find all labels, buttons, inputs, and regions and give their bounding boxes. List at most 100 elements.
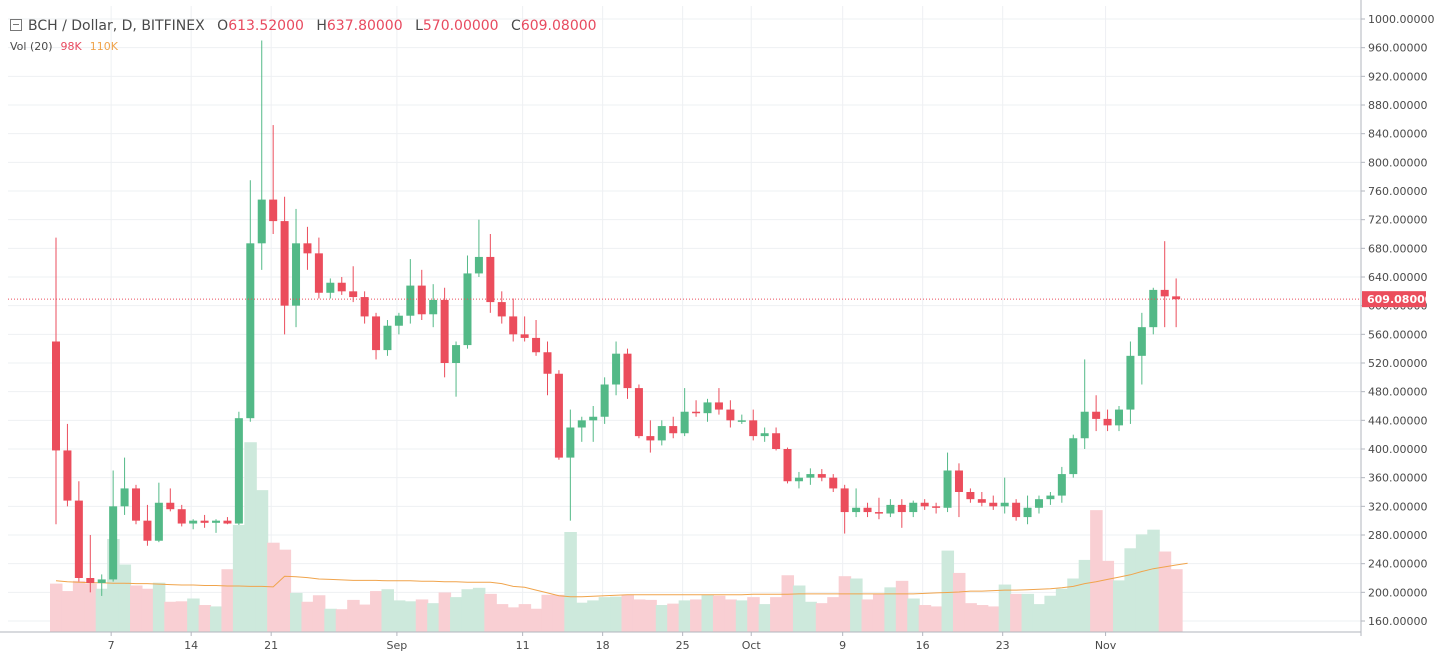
candle-body <box>143 520 152 541</box>
time-tick-label: Sep <box>387 639 408 652</box>
candle <box>1046 492 1055 505</box>
candle <box>680 388 689 437</box>
volume-bar <box>632 599 646 632</box>
volume-bar <box>770 597 783 632</box>
high-label: H <box>316 18 327 34</box>
symbol-legend: BCH / Dollar, D, BITFINEX O613.52000 H63… <box>10 18 597 34</box>
candle <box>669 416 678 439</box>
volume-bar <box>1101 560 1115 632</box>
candle <box>200 514 209 528</box>
high-value: 637.80000 <box>326 18 403 34</box>
candle-body <box>954 470 963 492</box>
time-axis: 7 14 21 Sep 11 18 25 Oct 9 16 23 Nov <box>0 631 1361 652</box>
candle-body <box>223 520 232 524</box>
candle <box>806 468 815 485</box>
candle <box>417 269 426 320</box>
candle <box>486 234 495 313</box>
candle-body <box>326 282 335 293</box>
candle-body <box>429 299 438 315</box>
candle-body <box>1046 495 1055 500</box>
candle-body <box>909 502 918 513</box>
candle <box>1069 434 1078 478</box>
candle-body <box>897 504 906 513</box>
price-tick-label: 680.00000 <box>1368 242 1428 255</box>
candle-body <box>417 285 426 315</box>
candle <box>703 398 712 422</box>
volume-bar <box>335 609 349 632</box>
last-price-badge <box>1362 291 1426 308</box>
candle <box>234 411 243 525</box>
volume-bars <box>50 442 1183 632</box>
candle <box>1057 466 1066 503</box>
candle-body <box>394 315 403 326</box>
candle-body <box>132 488 141 521</box>
candle-body <box>1069 438 1078 475</box>
candle <box>497 291 506 324</box>
candle <box>1000 477 1009 514</box>
candle-body <box>943 470 952 508</box>
candle <box>440 287 449 378</box>
candle-body <box>1172 296 1181 300</box>
candle-body <box>349 291 358 298</box>
volume-bar <box>95 588 109 632</box>
candle <box>634 384 643 439</box>
collapse-icon[interactable] <box>10 19 22 31</box>
volume-bar <box>301 601 314 632</box>
candle <box>966 488 975 503</box>
volume-bar <box>290 592 303 632</box>
candle-body <box>886 504 895 514</box>
candle-body <box>874 512 883 514</box>
volume-bar <box>1147 529 1160 632</box>
candle <box>646 420 655 453</box>
candle <box>886 499 895 518</box>
candle <box>257 40 266 270</box>
candle <box>246 180 255 422</box>
candle-body <box>589 416 598 421</box>
price-tick-label: 800.00000 <box>1368 156 1428 169</box>
volume-bar <box>975 605 989 632</box>
volume-bar <box>575 602 589 632</box>
candle <box>394 312 403 335</box>
candle-body <box>532 337 541 353</box>
candle <box>463 255 472 349</box>
open-label: O <box>217 18 229 34</box>
candle <box>52 237 60 525</box>
candle <box>314 237 323 299</box>
volume-bar <box>358 604 372 632</box>
volume-bar <box>1044 595 1057 632</box>
candle-body <box>189 520 198 524</box>
candle-body <box>794 477 803 482</box>
volume-bar <box>872 593 886 632</box>
price-tick-label: 240.00000 <box>1368 558 1428 571</box>
candle-body <box>257 199 266 244</box>
last-price-label: 609.08000 <box>1367 293 1433 306</box>
candle <box>1137 312 1146 385</box>
candle-body <box>1057 474 1066 496</box>
volume-bar <box>552 594 566 632</box>
candle <box>63 423 72 507</box>
volume-bar <box>347 599 360 632</box>
candle <box>189 519 198 530</box>
candle <box>143 504 152 546</box>
volume-bar <box>1067 578 1080 632</box>
candle-body <box>497 302 506 317</box>
volume-bar <box>758 604 772 632</box>
candle <box>360 291 369 324</box>
candle <box>303 226 312 270</box>
volume-bar <box>232 525 246 632</box>
candle <box>1080 359 1089 449</box>
candle <box>166 488 175 512</box>
volume-bar <box>884 587 897 632</box>
volume-bar <box>918 605 932 632</box>
price-tick-label: 280.00000 <box>1368 529 1428 542</box>
candle <box>657 420 666 446</box>
candle <box>863 502 872 518</box>
candle <box>223 517 232 525</box>
volume-bar <box>278 549 292 632</box>
candle <box>897 499 906 528</box>
candle-body <box>1034 499 1043 508</box>
volume-value: 98K <box>60 40 82 53</box>
candle <box>1149 287 1158 335</box>
candle <box>120 457 129 515</box>
